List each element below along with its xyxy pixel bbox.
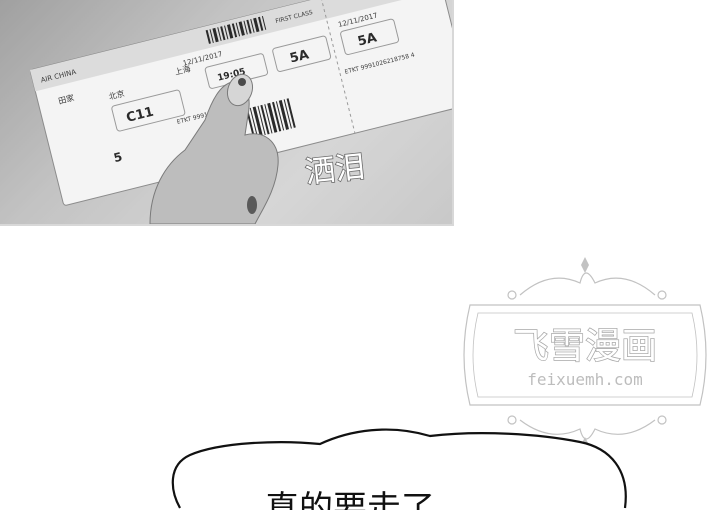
speech-bubble: 真的要走了 <box>171 428 627 510</box>
photo-panel: AIR CHINA FIRST CLASS 12/11/2017 12/11/2… <box>0 0 454 226</box>
photo-caption: 洒泪 <box>303 149 366 190</box>
speech-text: 真的要走了 <box>265 489 435 510</box>
seat-number: 5A <box>288 47 310 66</box>
boarding-pass-photo: AIR CHINA FIRST CLASS 12/11/2017 12/11/2… <box>0 0 452 224</box>
hand-illustration <box>149 73 279 224</box>
stub-seat-number: 5A <box>356 30 378 49</box>
boarding-group: 5 <box>112 150 123 166</box>
gate-number: C11 <box>125 105 155 126</box>
nail-gem-icon <box>238 78 246 86</box>
watermark-url: feixuemh.com <box>527 370 643 389</box>
origin-city: 北京 <box>108 88 126 102</box>
passenger-name: 田家 <box>57 92 75 106</box>
watermark-title: 飞雪漫画 <box>513 326 657 367</box>
destination-city: 上海 <box>174 63 192 77</box>
